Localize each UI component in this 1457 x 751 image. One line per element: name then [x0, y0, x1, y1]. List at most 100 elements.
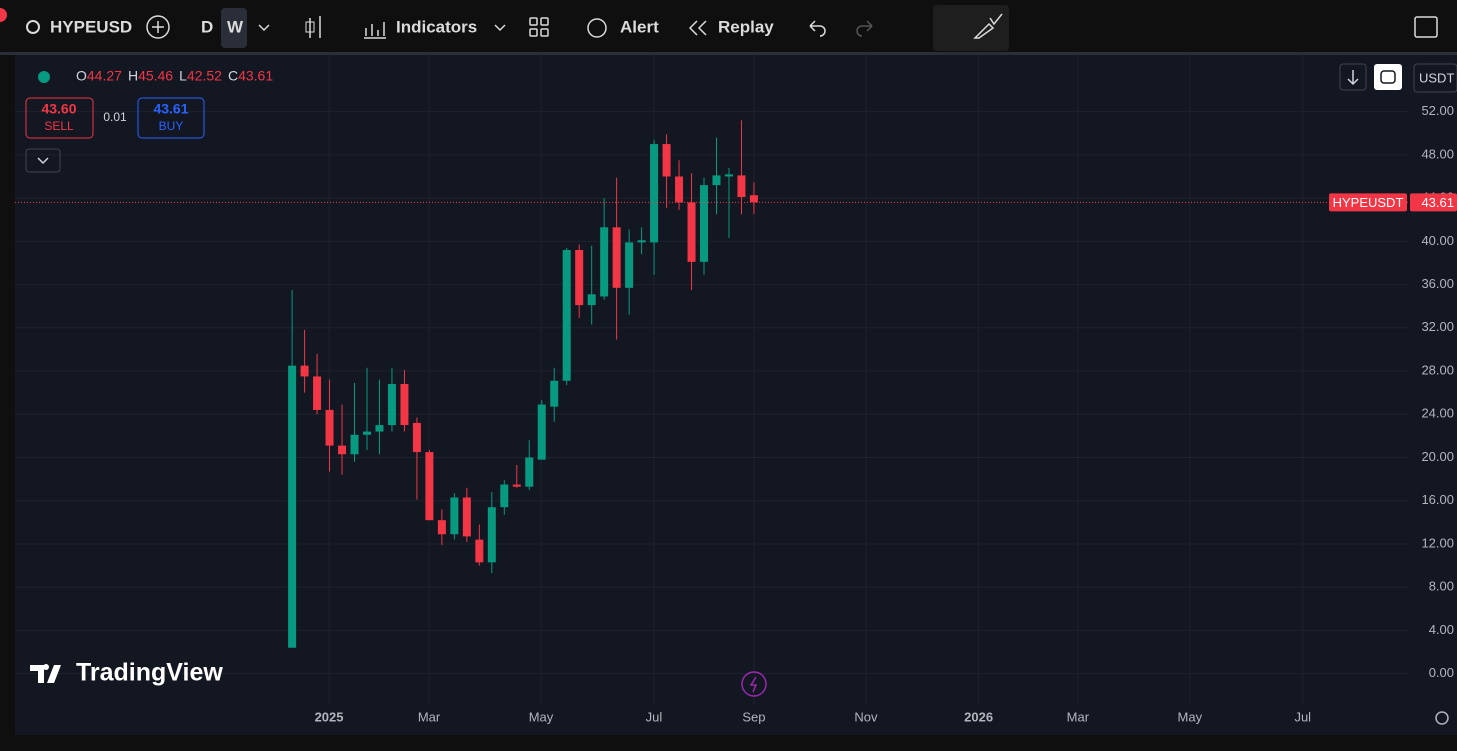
replay-icon	[688, 20, 707, 36]
replay[interactable]: Replay	[718, 17, 774, 36]
settings[interactable]	[1435, 711, 1449, 725]
drawing-toolbar	[933, 5, 1009, 51]
x-tick-label: 2025	[315, 709, 344, 724]
candle-body	[662, 144, 671, 177]
candle-body	[425, 452, 434, 521]
draw-icon[interactable]	[973, 13, 1003, 39]
y-tick-label: 8.00	[1429, 579, 1454, 594]
collapse-button[interactable]	[25, 148, 61, 173]
buy-label: BUY	[159, 119, 184, 133]
sell-price: 43.60	[41, 101, 76, 117]
legend-value: 42.52	[187, 68, 222, 84]
alert[interactable]: Alert	[620, 17, 659, 36]
symbol-tag-label: HYPEUSDT	[1333, 195, 1404, 210]
price-tag	[1410, 193, 1457, 212]
layouts-icon[interactable]	[529, 17, 549, 37]
candle-body	[575, 249, 584, 306]
candle-body	[625, 242, 634, 288]
y-tick-label: 4.00	[1429, 622, 1454, 637]
candle-body	[562, 249, 571, 381]
events-bolt	[749, 676, 758, 693]
candle-body	[687, 202, 696, 262]
x-tick-label: Mar	[1067, 709, 1090, 724]
status-dot	[38, 71, 50, 83]
chart-type[interactable]	[309, 16, 321, 38]
candle-body	[612, 227, 621, 288]
x-tick-label: May	[529, 709, 554, 724]
y-tick-label: 52.00	[1421, 103, 1454, 118]
candle-body	[475, 539, 484, 563]
interval-active	[221, 8, 247, 48]
redo[interactable]	[856, 20, 873, 37]
x-tick-label: Nov	[854, 709, 878, 724]
bottom-bar	[0, 735, 1457, 751]
add-symbol[interactable]	[146, 15, 170, 39]
events-icon[interactable]	[741, 671, 767, 697]
candle-body	[675, 176, 684, 203]
candle-body	[749, 195, 758, 203]
candle-body	[350, 434, 359, 455]
chart-area	[15, 55, 1457, 735]
interval-d[interactable]: D	[201, 17, 213, 36]
plot: 0.00 4.00 8.00 12.00 16.00 20.00 24.00 28.00 32.…	[15, 55, 1454, 724]
candle-body	[587, 294, 596, 306]
chart-type-box	[305, 21, 315, 33]
interval-w[interactable]: W	[227, 17, 244, 36]
brand: TradingView	[76, 659, 223, 687]
scroll-button[interactable]	[1339, 63, 1367, 91]
legend-value: 45.46	[138, 68, 173, 84]
candle-body	[737, 175, 746, 198]
divider	[0, 52, 1457, 55]
candle-body	[487, 507, 496, 563]
y-tick-label: 28.00	[1421, 362, 1454, 377]
undo[interactable]	[809, 20, 826, 37]
currency: USDT	[1419, 70, 1454, 85]
candle-body	[375, 425, 384, 432]
add-icon	[152, 21, 164, 33]
legend-value: 43.61	[238, 68, 273, 84]
buy-price: 43.61	[153, 101, 188, 117]
search-icon[interactable]	[26, 20, 40, 34]
dropdown[interactable]	[494, 24, 506, 32]
auto-icon	[1380, 70, 1396, 84]
fullscreen[interactable]	[1414, 16, 1438, 38]
indicators[interactable]: Indicators	[396, 17, 477, 36]
candle-body	[300, 365, 309, 377]
candle-body	[450, 497, 459, 535]
y-tick-label: 12.00	[1421, 535, 1454, 550]
sell-button[interactable]	[25, 97, 94, 139]
candle-body	[724, 174, 733, 177]
x-tick-label: Jul	[1294, 709, 1311, 724]
y-tick-label: 20.00	[1421, 449, 1454, 464]
legend-key: O	[76, 68, 87, 84]
candle-body	[338, 445, 347, 455]
collapse-icon	[37, 157, 49, 165]
x-tick-label: Mar	[418, 709, 441, 724]
symbol[interactable]: HYPEUSD	[50, 17, 132, 36]
candle-body	[325, 409, 334, 446]
candle-body	[400, 384, 409, 426]
auto-button[interactable]	[1374, 64, 1402, 90]
buy-button[interactable]	[137, 97, 205, 139]
candle-body	[637, 240, 646, 243]
dropdown[interactable]	[258, 24, 270, 32]
candle-body	[437, 520, 446, 535]
price-tag-label: 43.61	[1421, 195, 1454, 210]
candle-body	[387, 384, 396, 426]
candle-body	[537, 404, 546, 460]
legend-value: 44.27	[87, 68, 122, 84]
legend-key: H	[128, 68, 138, 84]
logo	[30, 664, 61, 683]
candle-body	[500, 484, 509, 508]
y-tick-label: 32.00	[1421, 319, 1454, 334]
candle-body	[550, 380, 559, 407]
currency-button[interactable]	[1413, 63, 1457, 93]
candle-body	[288, 365, 297, 648]
x-tick-label: 2026	[964, 709, 993, 724]
y-tick-label: 48.00	[1421, 146, 1454, 161]
y-tick-label: 40.00	[1421, 233, 1454, 248]
legend-key: L	[179, 68, 187, 84]
candle-body	[712, 175, 721, 186]
